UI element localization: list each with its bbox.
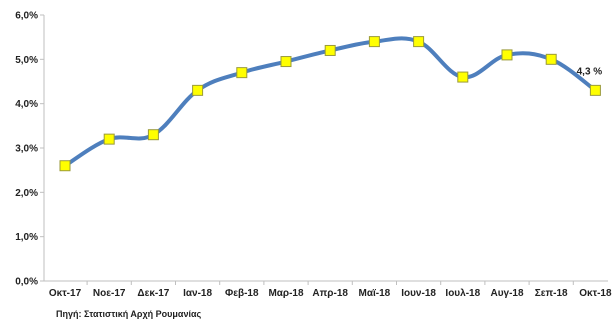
x-tick-label: Μαϊ-18 xyxy=(359,288,391,299)
x-tick-label: Ιουν-18 xyxy=(401,288,436,299)
y-tick-label: 5,0% xyxy=(15,55,38,66)
y-tick-label: 3,0% xyxy=(15,144,38,155)
data-point-marker xyxy=(236,67,248,79)
data-point-marker xyxy=(280,56,292,68)
data-point-marker xyxy=(545,53,557,65)
y-tick-label: 1,0% xyxy=(15,232,38,243)
x-tick-label: Δεκ-17 xyxy=(137,288,169,299)
data-point-marker xyxy=(457,71,469,83)
series-line xyxy=(63,36,598,168)
x-tick-label: Ιαν-18 xyxy=(183,288,212,299)
x-tick-label: Νοε-17 xyxy=(93,288,126,299)
data-point-marker xyxy=(368,36,380,48)
y-tick-label: 6,0% xyxy=(15,11,38,22)
data-point-marker xyxy=(192,84,204,96)
x-tick-label: Οκτ-18 xyxy=(579,288,612,299)
data-point-marker xyxy=(103,133,115,145)
data-point-marker xyxy=(501,49,513,61)
x-tick-label: Μαρ-18 xyxy=(268,288,304,299)
y-tick-label: 4,0% xyxy=(15,99,38,110)
data-point-marker xyxy=(413,36,425,48)
line-chart: 0,0% 1,0% 2,0% 3,0% 4,0% 5,0% 6,0% Οκτ-17 Νοε-1… xyxy=(15,11,612,300)
x-tick-label: Σεπ-18 xyxy=(535,288,568,299)
y-tick-label: 0,0% xyxy=(15,277,38,288)
x-axis: Οκτ-17 Νοε-17 Δεκ-17 Ιαν-18 Φεβ-18 Μαρ-18 Απρ-… xyxy=(44,280,612,299)
annotations-group: 4,3 % xyxy=(577,66,603,77)
source-note: Πηγή: Στατιστική Αρχή Ρουμανίας xyxy=(56,309,202,319)
data-point-marker xyxy=(147,129,159,141)
x-tick-label: Φεβ-18 xyxy=(225,288,259,299)
data-label: 4,3 % xyxy=(577,66,603,77)
data-point-marker xyxy=(324,44,336,56)
x-tick-label: Απρ-18 xyxy=(312,288,348,299)
data-point-marker xyxy=(59,160,71,172)
y-axis: 0,0% 1,0% 2,0% 3,0% 4,0% 5,0% 6,0% xyxy=(15,11,45,288)
x-tick-label: Αυγ-18 xyxy=(490,288,523,299)
y-tick-label: 2,0% xyxy=(15,188,38,199)
x-tick-label: Ιουλ-18 xyxy=(445,288,480,299)
x-tick-label: Οκτ-17 xyxy=(49,288,82,299)
data-point-marker xyxy=(589,84,601,96)
series-group xyxy=(59,36,601,172)
